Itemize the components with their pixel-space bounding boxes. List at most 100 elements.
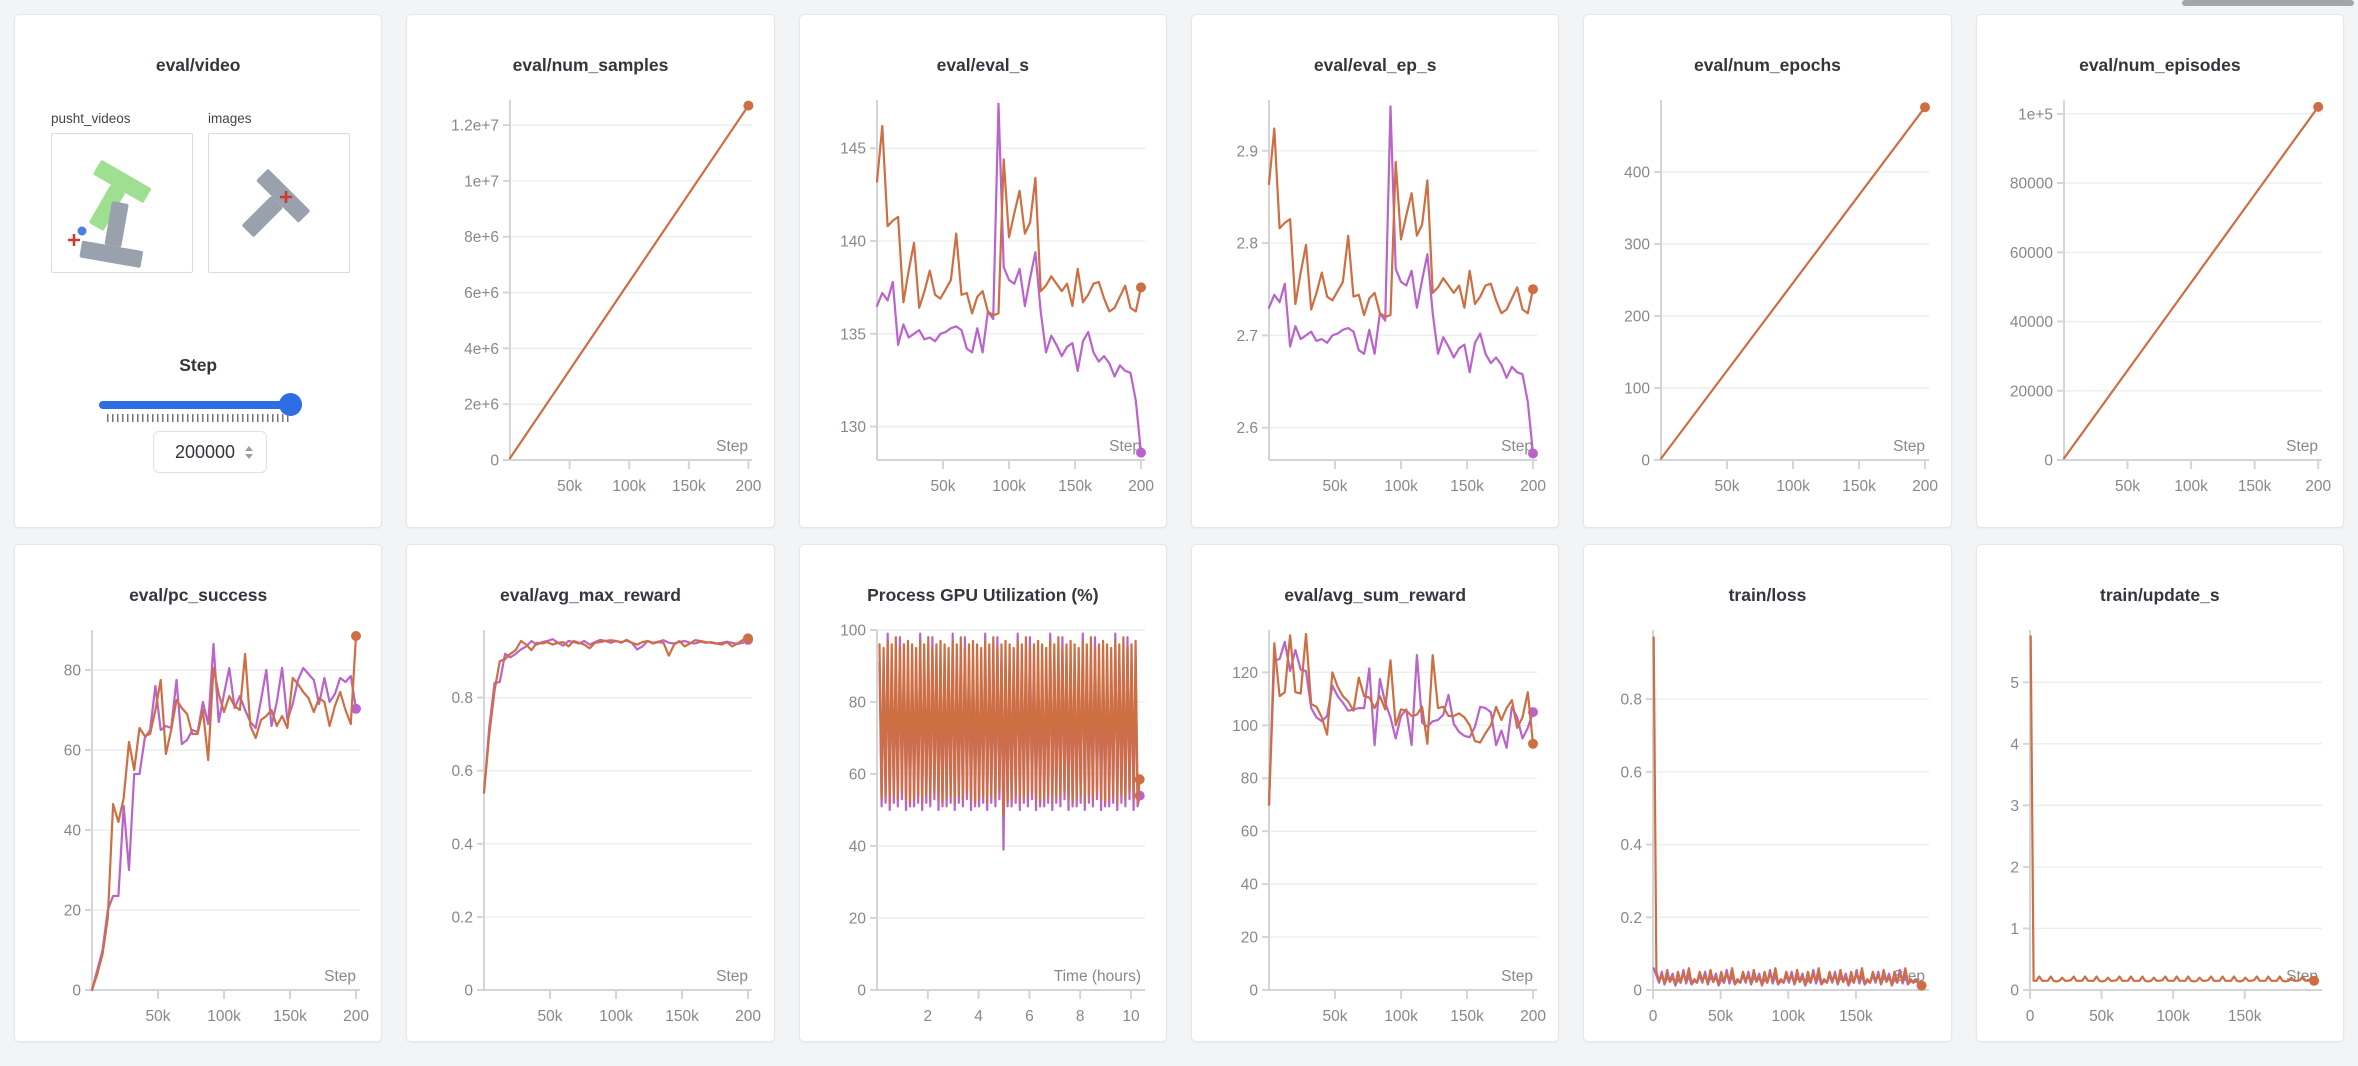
svg-text:1e+7: 1e+7 — [465, 173, 500, 190]
svg-text:40000: 40000 — [2010, 314, 2053, 331]
panel-title: train/update_s — [2100, 585, 2220, 605]
svg-text:50k: 50k — [146, 1008, 171, 1025]
svg-text:200: 200 — [1625, 309, 1651, 326]
panel-train-loss[interactable]: train/loss 0 0.2 0.4 0.6 0.8 0 50k 100k 150k Step — [1583, 544, 1952, 1042]
svg-text:200: 200 — [2305, 478, 2331, 495]
panel-title: eval/num_samples — [512, 55, 669, 75]
svg-text:4e+6: 4e+6 — [465, 341, 500, 358]
svg-text:50k: 50k — [1323, 1008, 1348, 1025]
panel-title: eval/pc_success — [129, 585, 268, 605]
svg-text:3: 3 — [2010, 798, 2019, 815]
num-episodes-chart[interactable]: 0 20000 40000 60000 80000 1e+5 50k 100k 150k 200 S… — [1984, 82, 2336, 514]
svg-text:Step: Step — [1501, 968, 1533, 985]
pc-success-chart[interactable]: 0 20 40 60 80 50k 100k 150k 200 Step — [22, 612, 374, 1042]
panel-eval-num-episodes[interactable]: eval/num_episodes 0 20000 40000 60000 80000 1… — [1975, 14, 2344, 528]
step-slider-handle[interactable] — [279, 393, 302, 416]
svg-text:Step: Step — [1894, 438, 1926, 455]
step-up-icon[interactable] — [245, 445, 253, 451]
panel-eval-avg-max-reward[interactable]: eval/avg_max_reward 0 0.2 0.4 0.6 0.8 50k 100k… — [406, 544, 775, 1042]
num-epochs-chart[interactable]: 0 100 200 300 400 50k 100k 150k 200 Step — [1591, 82, 1943, 514]
panel-eval-num-epochs[interactable]: eval/num_epochs 0 100 200 300 400 50k 100k 150k… — [1583, 14, 1952, 528]
panel-title: eval/eval_s — [936, 55, 1030, 75]
gpu-utilization-chart[interactable]: 0 20 40 60 80 100 2 4 6 8 10 Time (hours) — [807, 612, 1159, 1042]
svg-text:20: 20 — [849, 911, 867, 928]
eval-ep-s-chart[interactable]: 2.6 2.7 2.8 2.9 50k 100k 150k 200 Step — [1199, 82, 1551, 514]
svg-text:80: 80 — [64, 663, 82, 680]
svg-text:0: 0 — [1649, 1008, 1658, 1025]
svg-text:150k: 150k — [1840, 1008, 1874, 1025]
media-key-label: images — [208, 111, 252, 126]
svg-text:50k: 50k — [558, 478, 583, 495]
goal-cross — [68, 234, 80, 246]
svg-text:150k: 150k — [1450, 1008, 1484, 1025]
svg-text:8: 8 — [1076, 1008, 1085, 1025]
panel-title: eval/avg_max_reward — [500, 585, 681, 605]
svg-text:80: 80 — [1241, 771, 1259, 788]
step-down-icon[interactable] — [245, 453, 253, 459]
svg-text:20000: 20000 — [2010, 383, 2053, 400]
svg-text:145: 145 — [840, 141, 866, 158]
svg-text:2: 2 — [2010, 859, 2019, 876]
svg-text:0: 0 — [491, 453, 500, 470]
svg-text:150k: 150k — [666, 1008, 700, 1025]
svg-text:150k: 150k — [1450, 478, 1484, 495]
svg-text:200: 200 — [1913, 478, 1939, 495]
step-input[interactable] — [167, 440, 243, 464]
svg-text:0: 0 — [1250, 983, 1259, 1000]
panel-title: train/loss — [1728, 585, 1807, 605]
svg-text:100k: 100k — [1777, 478, 1811, 495]
video-thumbnail-pusht[interactable] — [51, 133, 193, 273]
panel-title: eval/num_episodes — [2079, 55, 2241, 75]
svg-text:1: 1 — [2010, 921, 2019, 938]
svg-text:0.8: 0.8 — [452, 690, 474, 707]
svg-text:200: 200 — [1128, 478, 1154, 495]
svg-text:2.7: 2.7 — [1237, 328, 1259, 345]
svg-text:0: 0 — [465, 983, 474, 1000]
svg-text:Step: Step — [717, 968, 749, 985]
avg-sum-reward-chart[interactable]: 0 20 40 60 80 100 120 50k 100k 150k 200 Step — [1199, 612, 1551, 1042]
panel-eval-eval-ep-s[interactable]: eval/eval_ep_s 2.6 2.7 2.8 2.9 50k 100k 150k 20… — [1191, 14, 1560, 528]
panel-title: Process GPU Utilization (%) — [867, 585, 1099, 605]
svg-text:100k: 100k — [207, 1008, 241, 1025]
step-slider-label: Step — [179, 355, 218, 375]
panel-eval-eval-s[interactable]: eval/eval_s 130 135 140 145 50k 100k 150k 200 St… — [798, 14, 1167, 528]
svg-text:100k: 100k — [613, 478, 647, 495]
svg-text:100: 100 — [1232, 718, 1258, 735]
stepper-arrows[interactable] — [245, 445, 253, 459]
svg-text:Step: Step — [324, 968, 356, 985]
svg-text:200: 200 — [1520, 1008, 1546, 1025]
eval-s-chart[interactable]: 130 135 140 145 50k 100k 150k 200 Step — [807, 82, 1159, 514]
panel-eval-pc-success[interactable]: eval/pc_success 0 20 40 60 80 50k 100k 150k 200 S… — [14, 544, 383, 1042]
svg-text:300: 300 — [1625, 237, 1651, 254]
panel-eval-num-samples[interactable]: eval/num_samples 0 2e+6 4e+6 6e+6 8e+6 1e+7 1.… — [406, 14, 775, 528]
svg-text:0: 0 — [2044, 453, 2053, 470]
svg-text:0: 0 — [1642, 453, 1651, 470]
avg-max-reward-chart[interactable]: 0 0.2 0.4 0.6 0.8 50k 100k 150k 200 Step — [414, 612, 766, 1042]
panel-eval-video: eval/video pusht_videos images — [14, 14, 383, 528]
svg-text:150k: 150k — [2238, 478, 2272, 495]
image-thumbnail[interactable] — [208, 133, 350, 273]
image-frame — [242, 169, 310, 237]
svg-text:4: 4 — [2010, 736, 2019, 753]
horizontal-scrollbar-thumb[interactable] — [2182, 0, 2354, 6]
svg-text:0.2: 0.2 — [452, 909, 474, 926]
svg-text:Time (hours): Time (hours) — [1054, 968, 1141, 985]
svg-text:0.6: 0.6 — [1621, 764, 1643, 781]
panel-eval-avg-sum-reward[interactable]: eval/avg_sum_reward 0 20 40 60 80 100 120 50k 10… — [1191, 544, 1560, 1042]
svg-text:1.2e+7: 1.2e+7 — [452, 118, 500, 135]
num-samples-chart[interactable]: 0 2e+6 4e+6 6e+6 8e+6 1e+7 1.2e+7 50k 100k 150k 20… — [414, 82, 766, 514]
panel-title: eval/num_epochs — [1694, 55, 1841, 75]
svg-text:135: 135 — [840, 326, 866, 343]
step-slider-track[interactable] — [99, 401, 302, 409]
panel-title: eval/video — [155, 55, 241, 75]
svg-text:4: 4 — [974, 1008, 983, 1025]
svg-text:100: 100 — [1625, 381, 1651, 398]
panel-gpu-utilization[interactable]: Process GPU Utilization (%) 0 20 40 60 80 100… — [798, 544, 1167, 1042]
step-input-box — [153, 431, 267, 473]
svg-text:6: 6 — [1025, 1008, 1034, 1025]
panel-train-update-s[interactable]: train/update_s 0 1 2 3 4 5 0 50k 100k 150k Step — [1975, 544, 2344, 1042]
svg-text:100k: 100k — [1384, 1008, 1418, 1025]
